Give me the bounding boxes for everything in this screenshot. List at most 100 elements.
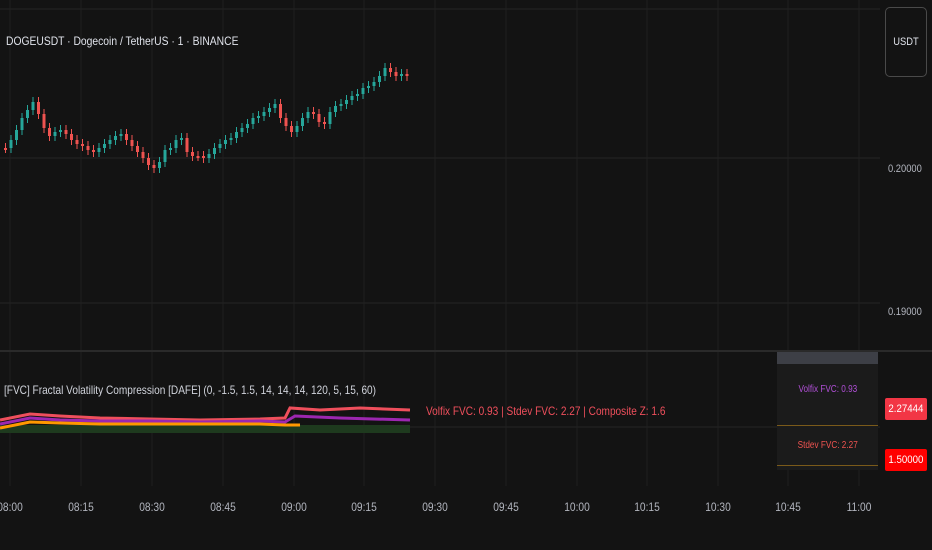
candle-body [213,148,216,154]
candle-body [405,74,409,76]
time-tick: 08:45 [210,500,236,514]
candle-body [268,108,271,112]
candle-body [48,128,51,136]
candle-body [15,130,18,140]
candle-body [356,94,359,96]
composite-line [0,420,300,430]
candle-body [114,136,117,140]
indicator-table-header [777,352,878,364]
candle-body [130,140,134,146]
candle-body [389,68,392,72]
candle-body [92,150,95,152]
candle-body [75,140,79,144]
candle-body [378,76,381,82]
symbol-title: DOGEUSDT · Dogecoin / TetherUS · 1 · BIN… [6,34,239,48]
candle-body [81,144,84,146]
candle-body [317,114,321,122]
table-divider [777,425,878,426]
time-tick: 10:45 [775,500,801,514]
candle-body [196,156,200,158]
candle-body [207,154,211,158]
candle-body [400,74,403,76]
candle-body [235,132,238,138]
candle-body [257,116,260,118]
table-row-stdev: Stdev FVC: 2.27 [797,440,858,451]
candle-body [251,118,255,124]
table-divider [777,465,878,466]
time-tick: 10:00 [564,500,590,514]
candle-body [383,68,387,76]
time-tick: 08:30 [139,500,165,514]
candle-body [141,152,145,158]
volfix-fvc-line [0,414,411,426]
time-axis[interactable] [0,486,880,550]
indicator-readout: Volfix FVC: 0.93 | Stdev FVC: 2.27 | Com… [426,404,666,418]
candle-body [180,138,183,140]
candle-body [262,112,266,116]
time-tick: 08:00 [0,500,23,514]
value-badge-stdev: 2.27444 [885,398,927,420]
candle-body [339,104,343,106]
candle-body [306,112,310,118]
time-tick: 09:30 [422,500,448,514]
candle-body [64,130,68,134]
candle-body [42,114,46,128]
candle-body [229,138,233,140]
candle-body [86,146,90,150]
candle-body [103,144,106,148]
candle-body [125,134,128,140]
candle-body [174,140,178,148]
time-tick: 09:00 [281,500,307,514]
candle-body [185,138,189,152]
candle-body [59,130,62,132]
currency-button[interactable]: USDT [885,7,927,77]
candle-body [158,162,161,168]
candle-body [163,150,167,162]
candle-body [152,165,156,168]
candle-body [273,104,277,108]
candle-body [218,144,222,148]
candle-body [169,148,172,150]
candle-body [290,126,293,132]
time-tick: 10:30 [705,500,731,514]
indicator-band [0,425,410,433]
candle-body [136,146,139,152]
candle-body [328,112,332,124]
time-tick: 09:15 [351,500,377,514]
candle-body [312,112,315,114]
candle-body [350,96,354,100]
stdev-fvc-line [0,406,411,422]
table-row-volfix: Volfix FVC: 0.93 [798,384,857,395]
candle-body [284,118,288,126]
candle-body [295,126,299,132]
time-tick: 10:15 [634,500,660,514]
time-tick: 09:45 [493,500,519,514]
candle-body [9,140,13,148]
price-tick-0-19000: 0.19000 [888,306,922,318]
candle-body [334,106,337,112]
candle-body [361,88,365,94]
time-tick: 11:00 [846,500,872,514]
candle-body [191,152,194,156]
candle-body [97,148,101,152]
candle-body [202,156,205,158]
candle-body [119,134,123,136]
pane-separator[interactable] [0,350,932,352]
candle-body [394,72,398,76]
candle-body [301,118,304,126]
candle-body [224,140,227,144]
candle-body [20,118,24,130]
candle-body [367,86,370,88]
candle-body [323,122,326,124]
indicator-label[interactable]: [FVC] Fractal Volatility Compression [DA… [4,383,377,397]
price-chart[interactable] [0,0,880,486]
candle-body [37,102,40,114]
candle-body [246,124,249,128]
candle-body [70,134,73,140]
candle-body [147,158,150,165]
candle-body [372,82,376,86]
time-tick: 08:15 [68,500,94,514]
candle-body [53,132,57,136]
candle-body [108,140,112,144]
candle-body [4,148,7,150]
